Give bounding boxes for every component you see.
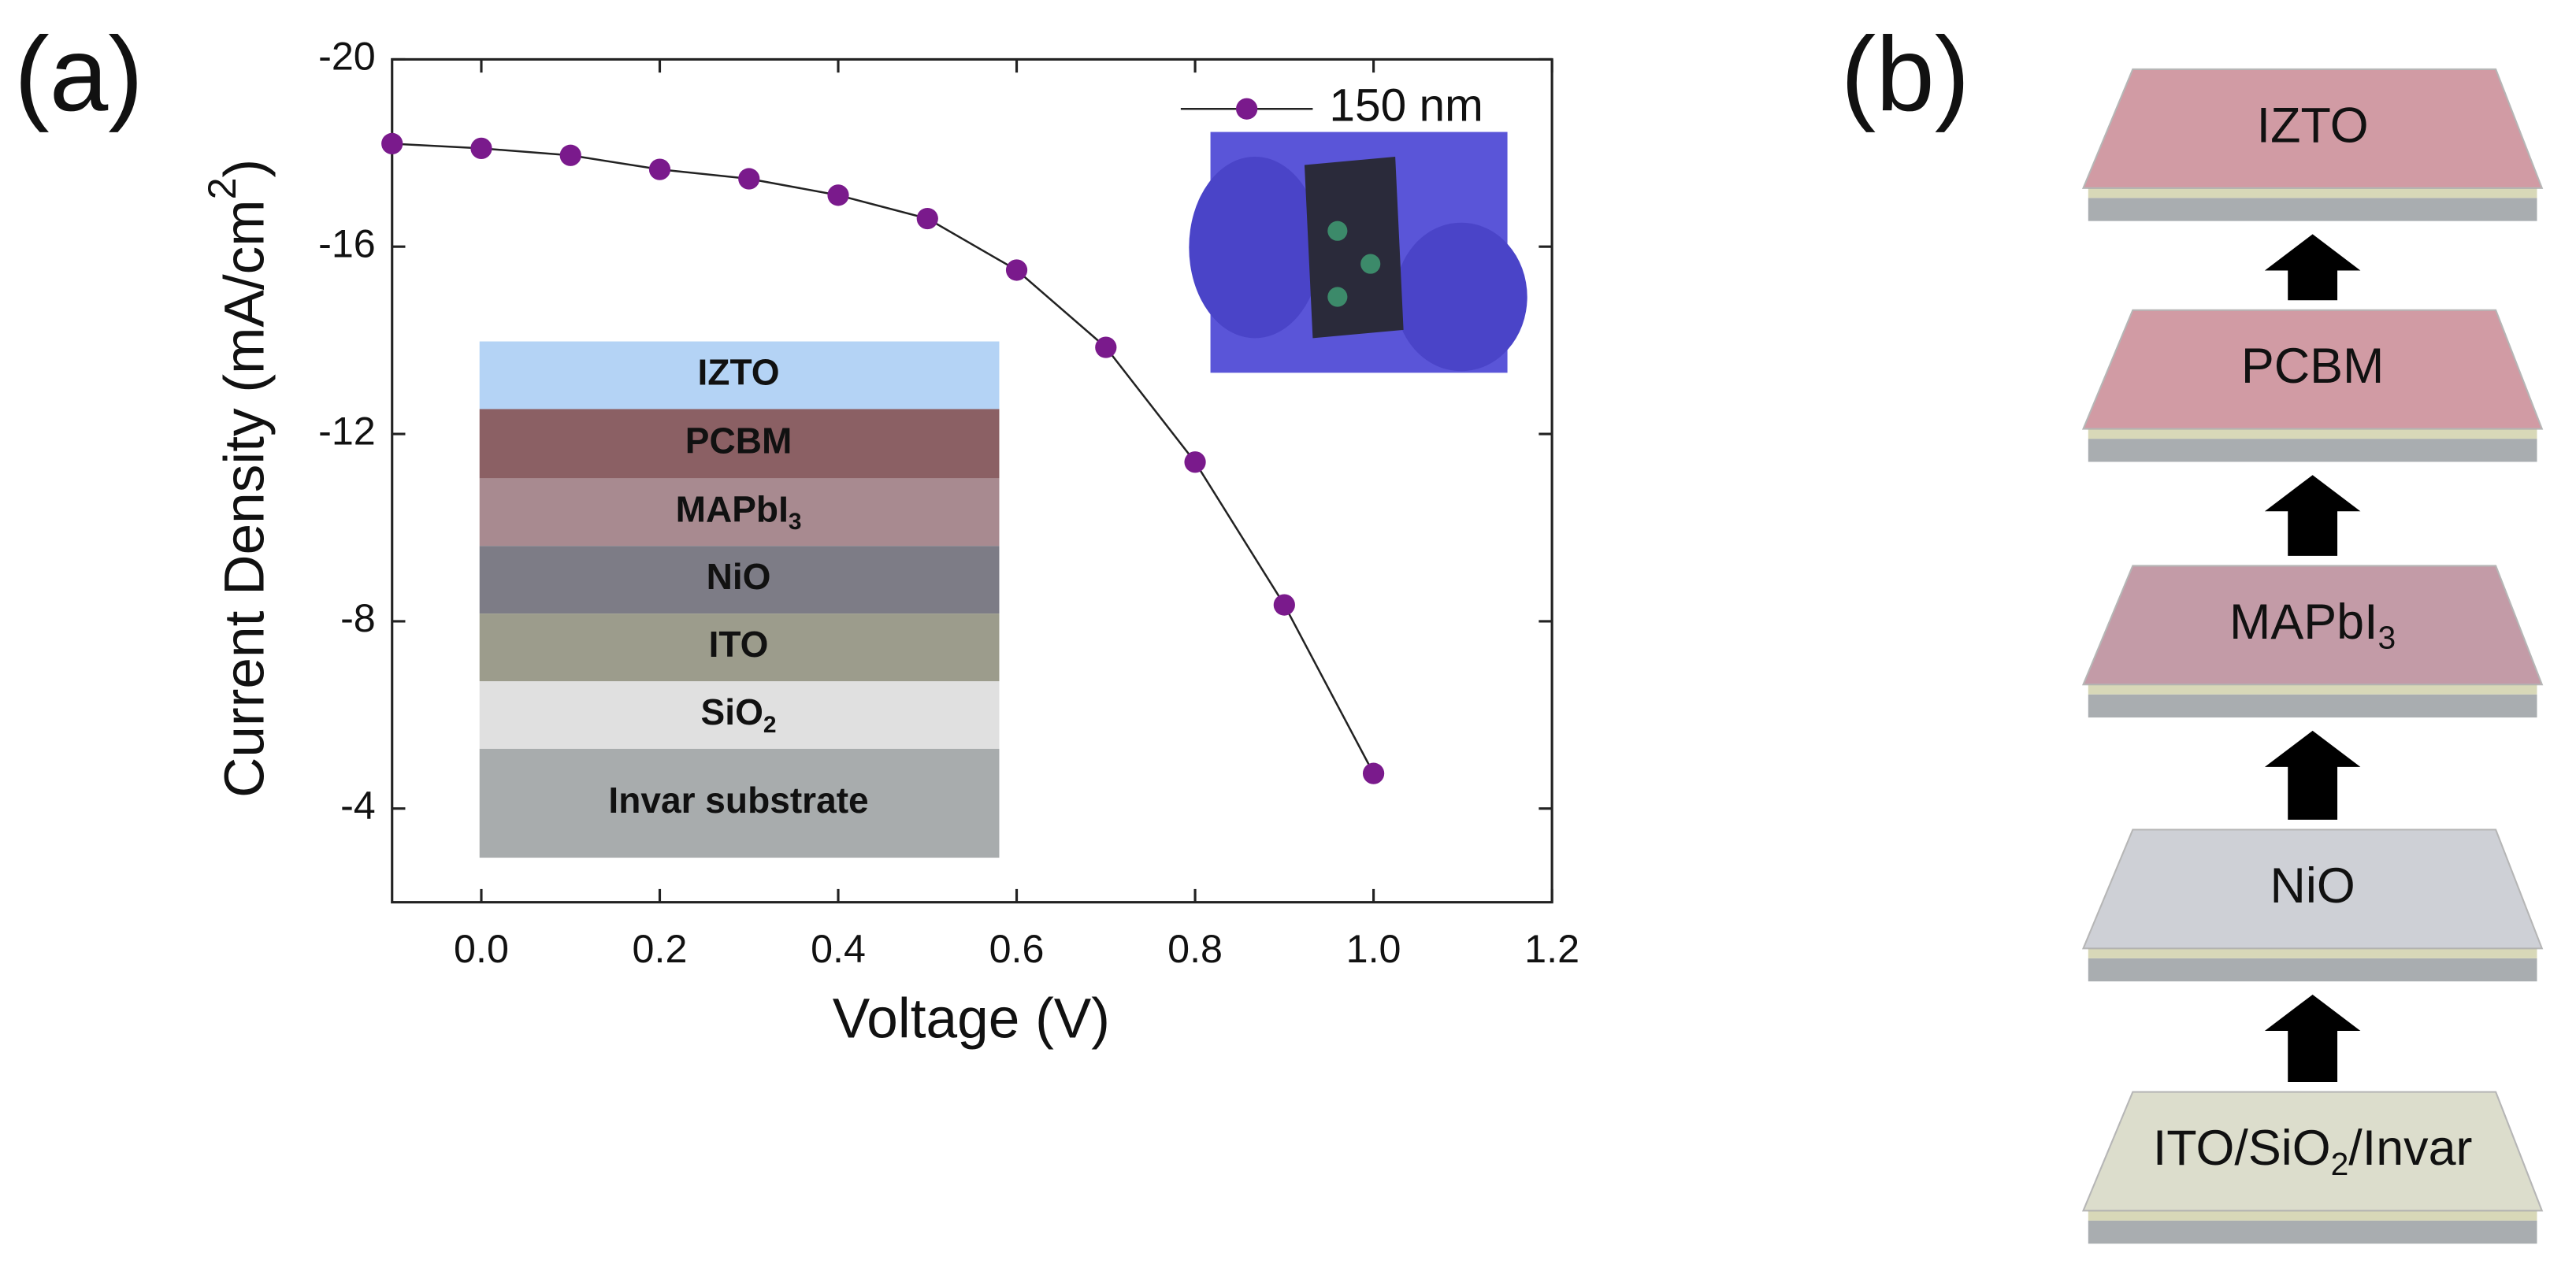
x-tick-label: 0.4 <box>811 927 866 971</box>
photo-inset <box>1189 132 1527 373</box>
arrow <box>2264 234 2361 301</box>
label-text: MAPbI <box>2229 594 2378 649</box>
x-axis-label: Voltage (V) <box>833 988 1110 1050</box>
layer <box>479 613 1000 682</box>
label-text: Invar substrate <box>608 780 868 821</box>
slab-base <box>2088 1220 2537 1244</box>
label: NiO <box>707 556 771 597</box>
x-tick-label: 0.8 <box>1167 927 1223 971</box>
y-axis-label: Current Density (mA/cm2) <box>200 159 276 798</box>
arrow <box>2264 730 2361 820</box>
slab-base <box>2088 198 2537 221</box>
arrow <box>2264 994 2361 1082</box>
y-tick-label: -20 <box>318 35 376 79</box>
layer <box>479 478 1000 547</box>
label: IZTO <box>2257 98 2369 153</box>
label-text: PCBM <box>685 421 792 461</box>
slab-strip <box>2088 428 2537 439</box>
slab-base <box>2088 439 2537 462</box>
marker <box>559 144 581 166</box>
panel-label: (b) <box>1841 16 1970 133</box>
slab-strip <box>2088 187 2537 198</box>
label: PCBM <box>685 421 792 461</box>
slab <box>2081 309 2544 462</box>
y-tick-label: -16 <box>318 222 376 266</box>
layer <box>479 546 1000 614</box>
label: ITO/SiO2/Invar <box>2153 1121 2473 1182</box>
marker <box>470 137 492 159</box>
x-tick-label: 0.6 <box>989 927 1045 971</box>
slab-body <box>2081 68 2544 189</box>
label: MAPbI3 <box>2229 594 2396 655</box>
slab-strip <box>2088 684 2537 695</box>
y-label-end: ) <box>213 159 276 178</box>
marker <box>1005 259 1028 281</box>
marker <box>827 184 849 206</box>
label-text: ITO/SiO <box>2153 1121 2331 1176</box>
plot-frame <box>391 57 1553 904</box>
marker <box>648 158 671 180</box>
legend-label: 150 nm <box>1329 80 1483 132</box>
x-tick-label: 0.0 <box>454 927 509 971</box>
slab-body <box>2081 828 2544 950</box>
marker <box>738 168 760 190</box>
layer <box>479 341 1000 410</box>
marker <box>1095 336 1117 358</box>
layer <box>479 748 1000 858</box>
legend-marker <box>1236 98 1258 120</box>
label: ITO <box>709 624 769 665</box>
label-sub: 2 <box>763 712 777 738</box>
label: NiO <box>2270 858 2355 913</box>
y-tick-label: -8 <box>340 596 376 640</box>
label-text: PCBM <box>2241 339 2385 394</box>
y-tick-label: -12 <box>318 409 376 453</box>
slab-body <box>2081 309 2544 430</box>
layer <box>479 681 1000 749</box>
label-text: NiO <box>2270 858 2355 913</box>
label: SiO2 <box>701 691 777 738</box>
layer <box>479 409 1000 479</box>
label-end: /Invar <box>2348 1121 2472 1176</box>
slab-strip <box>2088 948 2537 958</box>
label-sub: 2 <box>2331 1146 2349 1182</box>
marker <box>1184 451 1206 473</box>
slab-strip <box>2088 1210 2537 1221</box>
label-text: MAPbI <box>676 488 789 529</box>
label: Invar substrate <box>608 780 868 821</box>
slab-body <box>2081 565 2544 686</box>
slab-body <box>2081 1091 2544 1212</box>
slab-base <box>2088 694 2537 718</box>
slab <box>2081 565 2544 718</box>
series-line <box>392 143 1375 774</box>
slab-base <box>2088 958 2537 982</box>
label: IZTO <box>698 352 780 393</box>
slab <box>2081 68 2544 221</box>
x-tick-label: 1.2 <box>1524 927 1579 971</box>
y-label-text: Current Density (mA/cm <box>213 199 276 798</box>
x-tick-label: 0.2 <box>633 927 688 971</box>
label-sub: 3 <box>789 509 802 535</box>
y-tick-label: -4 <box>340 784 376 828</box>
label: PCBM <box>2241 339 2385 394</box>
marker <box>1362 762 1385 784</box>
label-text: NiO <box>707 556 771 597</box>
y-label-sup: 2 <box>200 177 244 199</box>
label-text: IZTO <box>2257 98 2369 153</box>
label-text: ITO <box>709 624 769 665</box>
label-text: IZTO <box>698 352 780 393</box>
label: MAPbI3 <box>676 488 802 535</box>
slab <box>2081 828 2544 982</box>
panel-label: (a) <box>14 16 143 133</box>
marker <box>381 132 403 155</box>
arrow <box>2264 475 2361 556</box>
x-tick-label: 1.0 <box>1346 927 1401 971</box>
label-text: SiO <box>701 691 763 732</box>
label-sub: 3 <box>2378 619 2396 655</box>
marker <box>916 207 938 230</box>
slab <box>2081 1091 2544 1244</box>
marker <box>1273 594 1295 616</box>
